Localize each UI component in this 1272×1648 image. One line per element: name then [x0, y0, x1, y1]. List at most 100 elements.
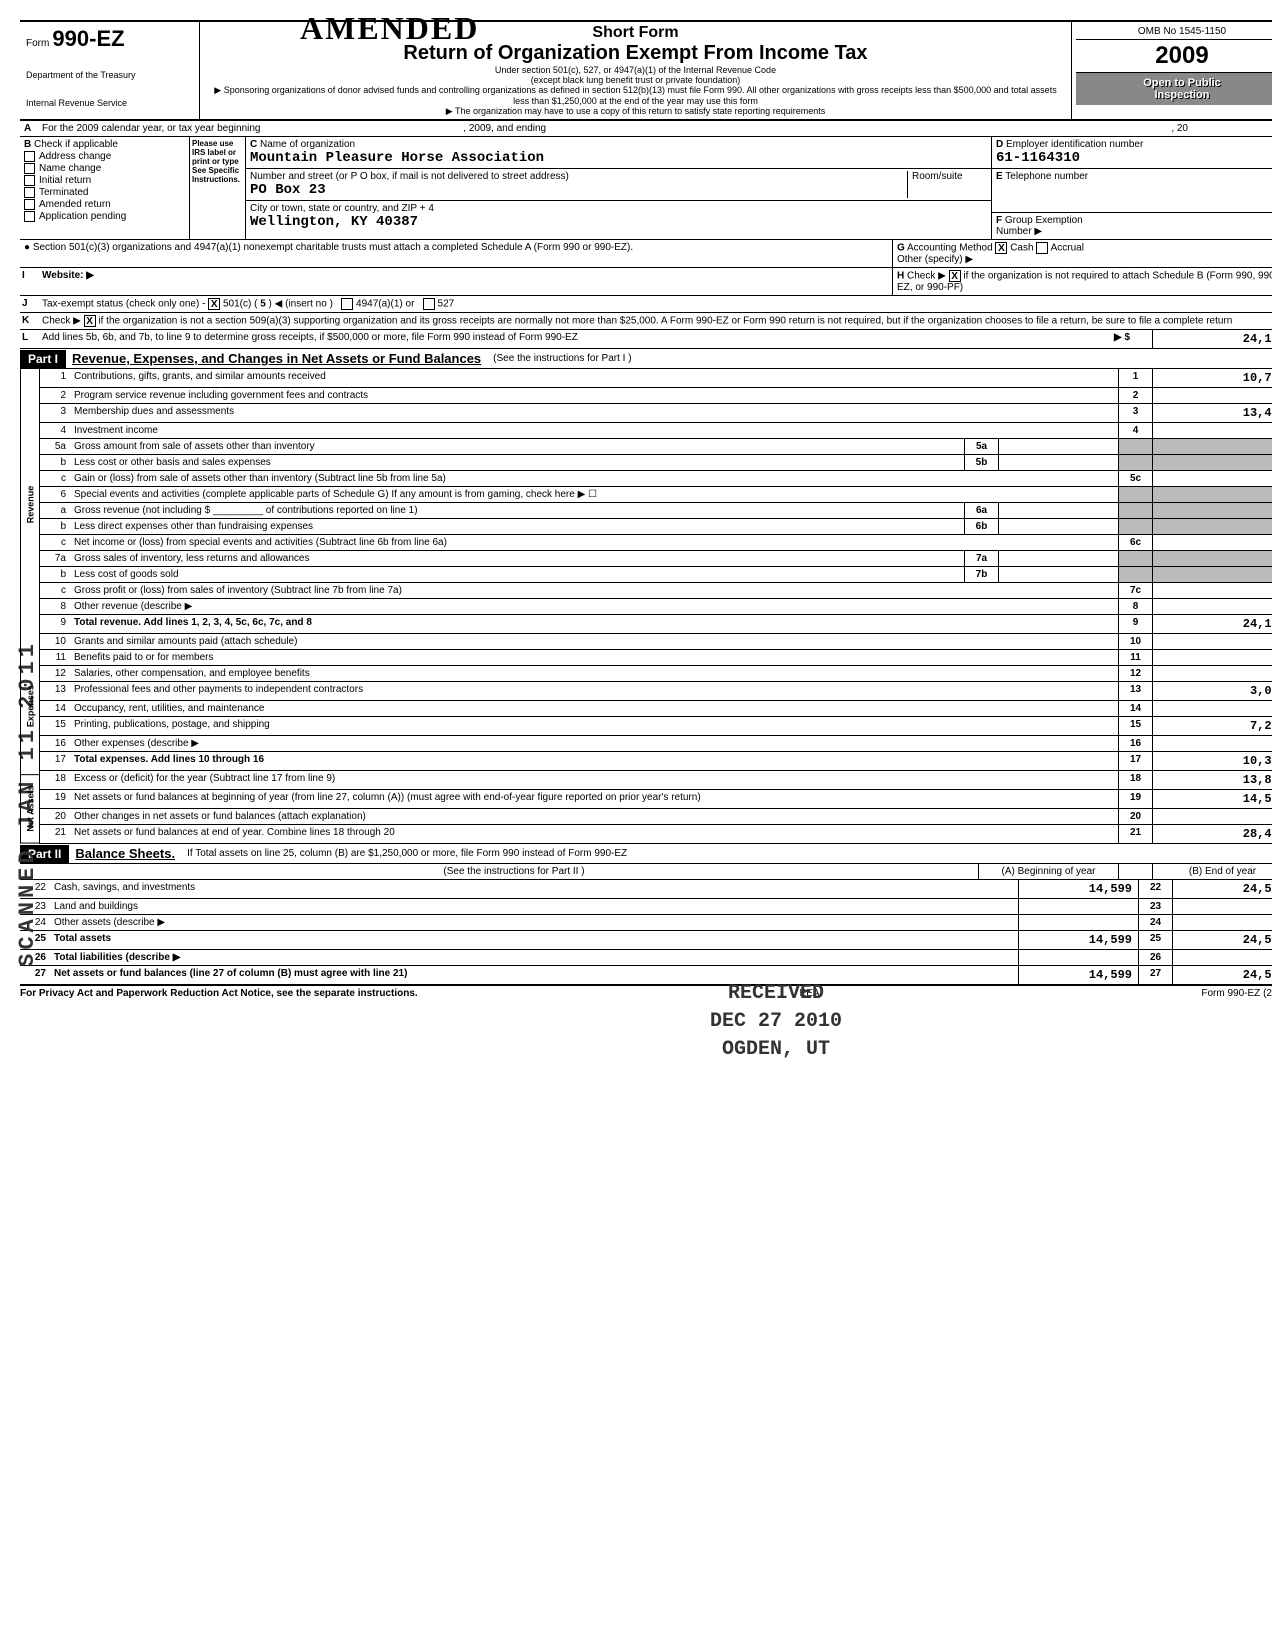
- ein: 61-1164310: [996, 150, 1080, 166]
- line-amt: 13,421: [1152, 404, 1272, 422]
- bal-num: 27: [20, 966, 50, 984]
- line-box: 19: [1118, 790, 1152, 808]
- balance-row: 22Cash, savings, and investments14,59922…: [20, 880, 1272, 899]
- line-box: 4: [1118, 423, 1152, 438]
- form-word: Form: [26, 38, 49, 49]
- line-desc: Professional fees and other payments to …: [70, 682, 1118, 700]
- checkbox[interactable]: [24, 163, 35, 174]
- inner-amt: [998, 519, 1118, 534]
- bal-desc: Net assets or fund balances (line 27 of …: [50, 966, 1018, 984]
- part1-table: Revenue Expenses Net Assets 1Contributio…: [20, 369, 1272, 844]
- line-desc: Less direct expenses other than fundrais…: [70, 519, 964, 534]
- instruction-2: ▶ The organization may have to use a cop…: [206, 106, 1065, 117]
- line-box: 14: [1118, 701, 1152, 716]
- inner-amt: [998, 455, 1118, 470]
- part1-header: Part I Revenue, Expenses, and Changes in…: [20, 349, 1272, 369]
- line-desc: Salaries, other compensation, and employ…: [70, 666, 1118, 681]
- bal-box: 24: [1138, 915, 1172, 930]
- col-b-header: (B) End of year: [1152, 864, 1272, 879]
- check-label: Amended return: [39, 199, 111, 210]
- line-amt: [1152, 666, 1272, 681]
- bal-col-a: [1018, 915, 1138, 930]
- line-row: 16Other expenses (describe ▶ 16: [40, 736, 1272, 752]
- line-num: 14: [40, 701, 70, 716]
- label-a: A: [20, 121, 38, 136]
- check-row: Name change: [24, 163, 185, 174]
- bal-col-a: [1018, 950, 1138, 965]
- line-row: 9Total revenue. Add lines 1, 2, 3, 4, 5c…: [40, 615, 1272, 634]
- line-row: bLess cost of goods sold 7b: [40, 567, 1272, 583]
- bal-box: 22: [1138, 880, 1172, 898]
- checkbox[interactable]: [24, 187, 35, 198]
- line-row: 3Membership dues and assessments 313,421: [40, 404, 1272, 423]
- bal-col-b: 24,532: [1172, 931, 1272, 949]
- line-num: c: [40, 583, 70, 598]
- line-num: 5a: [40, 439, 70, 454]
- line-num: 7a: [40, 551, 70, 566]
- k-checkbox[interactable]: X: [84, 315, 96, 327]
- line-desc: Gain or (loss) from sale of assets other…: [70, 471, 1118, 486]
- line-amt: [1152, 583, 1272, 598]
- received-loc: OGDEN, UT: [722, 1038, 830, 1061]
- h-checkbox[interactable]: X: [949, 270, 961, 282]
- line-desc: Benefits paid to or for members: [70, 650, 1118, 665]
- line-amt: 10,719: [1152, 369, 1272, 387]
- line-num: c: [40, 471, 70, 486]
- line-amt: 10,333: [1152, 752, 1272, 770]
- line-box: 1: [1118, 369, 1152, 387]
- line-desc: Program service revenue including govern…: [70, 388, 1118, 403]
- label-f: F: [996, 215, 1002, 226]
- checkbox[interactable]: [24, 199, 35, 210]
- line-amt: [1152, 471, 1272, 486]
- row-l: L Add lines 5b, 6b, and 7b, to line 9 to…: [20, 330, 1272, 349]
- bal-col-b: [1172, 950, 1272, 965]
- omb-number: OMB No 1545-1150: [1076, 26, 1272, 40]
- checkbox[interactable]: [24, 175, 35, 186]
- org-name: Mountain Pleasure Horse Association: [250, 150, 544, 166]
- form-number-box: Form 990-EZ Department of the Treasury I…: [20, 22, 200, 119]
- check-label: Terminated: [39, 187, 88, 198]
- line-num: 17: [40, 752, 70, 770]
- j-527-checkbox[interactable]: [423, 298, 435, 310]
- check-label: Initial return: [39, 175, 91, 186]
- inner-box: 6b: [964, 519, 998, 534]
- subtitle-1: Under section 501(c), 527, or 4947(a)(1)…: [206, 65, 1065, 75]
- line-num: 16: [40, 736, 70, 751]
- line-row: 21Net assets or fund balances at end of …: [40, 825, 1272, 844]
- line-box: 6c: [1118, 535, 1152, 550]
- line-num: 8: [40, 599, 70, 614]
- line-num: 19: [40, 790, 70, 808]
- line-amt: 14,599: [1152, 790, 1272, 808]
- form-header: Form 990-EZ Department of the Treasury I…: [20, 20, 1272, 121]
- line-desc: Grants and similar amounts paid (attach …: [70, 634, 1118, 649]
- bal-col-a: 14,599: [1018, 880, 1138, 898]
- j-501c-checkbox[interactable]: X: [208, 298, 220, 310]
- balance-row: 23Land and buildings23: [20, 899, 1272, 915]
- inner-box: 5a: [964, 439, 998, 454]
- cash-checkbox[interactable]: X: [995, 242, 1007, 254]
- amended-stamp: AMENDED: [300, 10, 479, 47]
- line-row: cNet income or (loss) from special event…: [40, 535, 1272, 551]
- line-box: 3: [1118, 404, 1152, 422]
- line-desc: Excess or (deficit) for the year (Subtra…: [70, 771, 1118, 789]
- line-num: 18: [40, 771, 70, 789]
- line-amt: [1152, 634, 1272, 649]
- j-4947-checkbox[interactable]: [341, 298, 353, 310]
- accrual-checkbox[interactable]: [1036, 242, 1048, 254]
- balance-row: 24Other assets (describe ▶24: [20, 915, 1272, 931]
- line-box: 8: [1118, 599, 1152, 614]
- line-amt: [1152, 599, 1272, 614]
- line-row: 18Excess or (deficit) for the year (Subt…: [40, 771, 1272, 790]
- balance-row: 25Total assets14,5992524,532: [20, 931, 1272, 950]
- checkbox[interactable]: [24, 151, 35, 162]
- line-amt: [1152, 736, 1272, 751]
- part2-title: Balance Sheets.: [69, 844, 181, 863]
- line-desc: Printing, publications, postage, and shi…: [70, 717, 1118, 735]
- line-num: 4: [40, 423, 70, 438]
- room-suite: Room/suite: [907, 171, 987, 198]
- checkbox[interactable]: [24, 211, 35, 222]
- line-num: 12: [40, 666, 70, 681]
- line-desc: Less cost or other basis and sales expen…: [70, 455, 964, 470]
- line-box: 10: [1118, 634, 1152, 649]
- part2-label: Part II: [20, 845, 69, 863]
